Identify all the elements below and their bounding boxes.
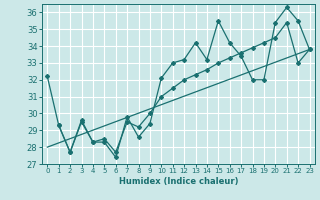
X-axis label: Humidex (Indice chaleur): Humidex (Indice chaleur): [119, 177, 238, 186]
